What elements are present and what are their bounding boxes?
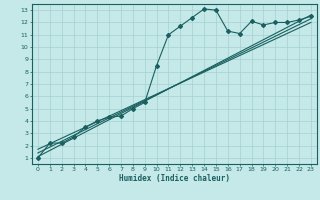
X-axis label: Humidex (Indice chaleur): Humidex (Indice chaleur) bbox=[119, 174, 230, 183]
